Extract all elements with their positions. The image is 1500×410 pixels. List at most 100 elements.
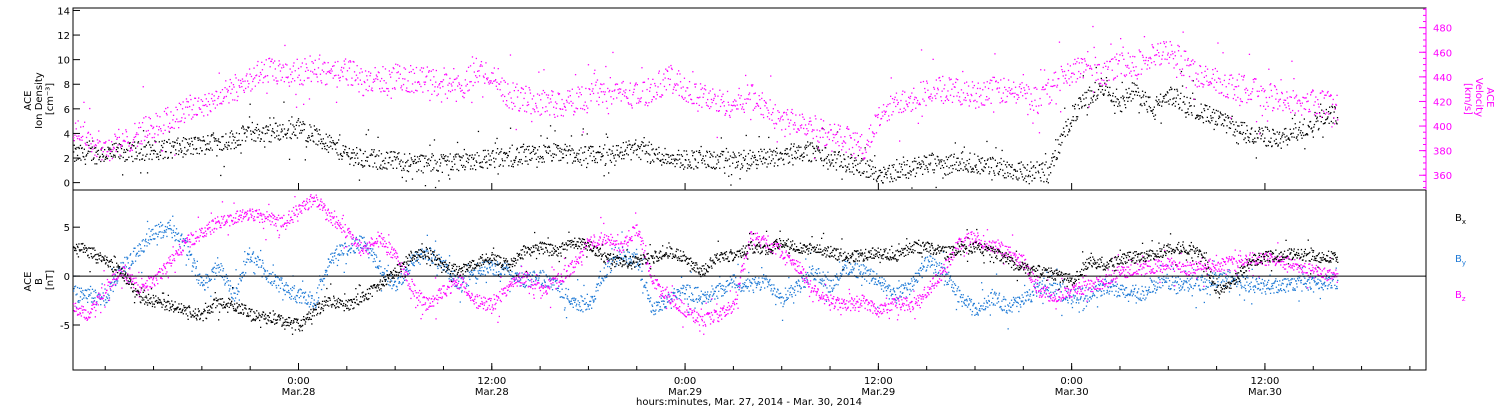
data-point-by [162, 235, 165, 237]
data-point-magenta-right [828, 131, 830, 133]
data-point-magenta-right [1216, 70, 1218, 72]
data-point-magenta-right [1018, 96, 1020, 99]
data-point-magenta-right [867, 144, 869, 146]
data-point-magenta-right [1022, 74, 1024, 76]
data-point-magenta-right [1134, 56, 1136, 58]
data-point-by [285, 284, 287, 286]
data-point-magenta-right [1000, 79, 1002, 81]
data-point-magenta-right [870, 141, 872, 143]
data-point-magenta-right [1139, 51, 1142, 53]
data-point-black-left [860, 174, 862, 176]
data-point-black-left [405, 180, 407, 182]
data-point-black-left [1287, 137, 1290, 139]
data-point-magenta-right [506, 105, 508, 107]
data-point-by [420, 253, 423, 255]
data-point-black-left [152, 149, 154, 152]
data-point-magenta-right [582, 131, 584, 133]
data-point-magenta-right [523, 97, 525, 100]
data-point-by [318, 284, 320, 286]
data-point-black-left [1075, 116, 1078, 118]
data-point-black-left [1050, 163, 1052, 165]
data-point-black-left [663, 155, 665, 157]
data-point-magenta-right [1214, 67, 1216, 70]
data-point-black-left [351, 157, 353, 159]
data-point-black-left [560, 159, 562, 161]
data-point-black-left [1114, 112, 1116, 114]
data-point-by [128, 280, 130, 283]
data-point-magenta-right [450, 83, 452, 85]
data-point-black-left [385, 151, 388, 153]
data-point-magenta-right [499, 89, 501, 91]
data-point-by [105, 296, 108, 298]
data-point-black-left [970, 171, 972, 173]
data-point-magenta-right [368, 71, 370, 73]
data-point-black-left [202, 140, 204, 142]
data-point-black-left [1202, 117, 1204, 119]
data-point-magenta-right [1136, 78, 1138, 80]
data-point-magenta-right [1188, 65, 1190, 67]
data-point-by [86, 289, 88, 292]
data-point-black-left [352, 149, 354, 151]
data-point-by [366, 244, 368, 246]
data-point-black-left [521, 163, 523, 165]
data-point-black-left [604, 144, 606, 146]
data-point-magenta-right [1107, 66, 1109, 68]
data-point-black-left [1020, 171, 1022, 173]
data-point-by [134, 247, 136, 249]
data-point-magenta-right [687, 87, 689, 89]
data-point-magenta-right [453, 78, 456, 81]
data-point-magenta-right [1145, 59, 1147, 62]
data-point-magenta-right [402, 78, 404, 80]
data-point-black-left [994, 159, 996, 161]
data-point-black-left [1254, 130, 1256, 132]
data-point-magenta-right [1205, 65, 1207, 68]
data-point-by [439, 265, 441, 267]
data-point-black-left [1043, 181, 1045, 183]
data-point-magenta-right [1033, 87, 1035, 89]
data-point-magenta-right [214, 99, 216, 102]
data-point-magenta-right [562, 108, 564, 110]
data-point-magenta-right [491, 72, 493, 74]
data-point-magenta-right [352, 60, 354, 63]
data-point-black-left [971, 168, 973, 170]
data-point-black-left [512, 163, 514, 165]
data-point-black-left [763, 156, 765, 158]
data-point-magenta-right [96, 139, 99, 141]
data-point-black-left [1130, 100, 1132, 102]
data-point-magenta-right [260, 73, 262, 76]
data-point-magenta-right [139, 142, 141, 145]
data-point-black-left [343, 151, 345, 153]
data-point-black-left [193, 137, 195, 139]
data-point-by [369, 252, 371, 254]
data-point-black-left [972, 167, 974, 169]
data-point-black-left [944, 173, 946, 175]
data-point-by [419, 249, 421, 251]
data-point-magenta-right [826, 143, 828, 146]
data-point-black-left [1026, 169, 1028, 171]
data-point-black-left [1288, 138, 1290, 140]
data-point-black-left [142, 154, 144, 156]
data-point-black-left [1051, 157, 1053, 159]
data-point-black-left [383, 159, 385, 162]
data-point-magenta-right [1293, 78, 1295, 80]
data-point-black-left [1149, 96, 1151, 98]
data-point-black-left [910, 174, 912, 176]
data-point-magenta-right [1048, 103, 1050, 105]
data-point-by [396, 286, 398, 288]
data-point-magenta-right [385, 82, 387, 84]
data-point-magenta-right [460, 90, 462, 92]
data-point-magenta-right [365, 88, 367, 91]
data-point-black-left [614, 164, 616, 166]
data-point-black-left [1097, 94, 1099, 96]
data-point-black-left [1154, 118, 1156, 120]
data-point-black-left [1086, 114, 1088, 116]
data-point-by [324, 269, 327, 272]
data-point-by [247, 253, 249, 256]
data-point-black-left [578, 153, 580, 155]
data-point-black-left [1295, 127, 1297, 129]
data-point-black-left [629, 144, 631, 146]
data-point-black-left [1247, 139, 1250, 142]
data-point-by [412, 264, 414, 266]
data-point-magenta-right [944, 100, 946, 102]
data-point-black-left [848, 163, 850, 165]
